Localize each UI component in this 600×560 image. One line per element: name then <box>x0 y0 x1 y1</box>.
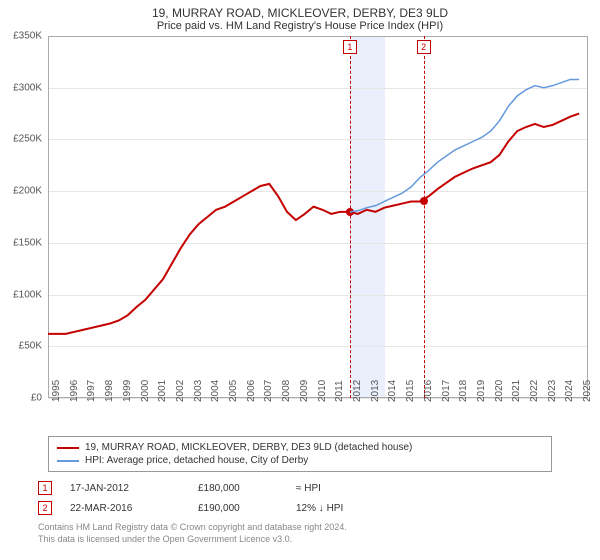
legend-label: HPI: Average price, detached house, City… <box>85 455 308 466</box>
series-hpi <box>350 79 579 211</box>
series-property <box>48 114 579 334</box>
sale-badge: 1 <box>38 481 52 495</box>
sale-badge: 2 <box>38 501 52 515</box>
sale-rel-hpi: ≈ HPI <box>296 483 376 494</box>
sales-row: 2 22-MAR-2016 £190,000 12% ↓ HPI <box>38 498 562 518</box>
legend-swatch <box>57 460 79 462</box>
legend: 19, MURRAY ROAD, MICKLEOVER, DERBY, DE3 … <box>48 436 552 472</box>
y-tick-label: £150K <box>0 237 42 248</box>
plot-area: £0£50K£100K£150K£200K£250K£300K£350K12 <box>48 36 588 398</box>
sale-date: 22-MAR-2016 <box>70 503 180 514</box>
chart-subtitle: Price paid vs. HM Land Registry's House … <box>0 20 600 36</box>
chart-lines <box>48 36 588 398</box>
x-axis: 1995199619971998199920002001200220032004… <box>48 398 588 432</box>
footer-attribution: Contains HM Land Registry data © Crown c… <box>38 522 562 545</box>
legend-label: 19, MURRAY ROAD, MICKLEOVER, DERBY, DE3 … <box>85 442 412 453</box>
sale-rel-hpi: 12% ↓ HPI <box>296 503 376 514</box>
y-tick-label: £350K <box>0 31 42 42</box>
y-tick-label: £300K <box>0 82 42 93</box>
x-tick-label: 2025 <box>582 380 600 402</box>
footer-line: This data is licensed under the Open Gov… <box>38 534 562 546</box>
legend-item: 19, MURRAY ROAD, MICKLEOVER, DERBY, DE3 … <box>57 441 543 454</box>
sale-date: 17-JAN-2012 <box>70 483 180 494</box>
footer-line: Contains HM Land Registry data © Crown c… <box>38 522 562 534</box>
sale-price: £180,000 <box>198 483 278 494</box>
y-tick-label: £100K <box>0 289 42 300</box>
sale-price: £190,000 <box>198 503 278 514</box>
sales-row: 1 17-JAN-2012 £180,000 ≈ HPI <box>38 478 562 498</box>
sales-table: 1 17-JAN-2012 £180,000 ≈ HPI 2 22-MAR-20… <box>38 478 562 518</box>
legend-item: HPI: Average price, detached house, City… <box>57 454 543 467</box>
y-tick-label: £50K <box>0 341 42 352</box>
chart-title: 19, MURRAY ROAD, MICKLEOVER, DERBY, DE3 … <box>0 0 600 20</box>
legend-swatch <box>57 447 79 449</box>
y-tick-label: £0 <box>0 393 42 404</box>
chart-container: 19, MURRAY ROAD, MICKLEOVER, DERBY, DE3 … <box>0 0 600 560</box>
y-tick-label: £250K <box>0 134 42 145</box>
y-tick-label: £200K <box>0 186 42 197</box>
